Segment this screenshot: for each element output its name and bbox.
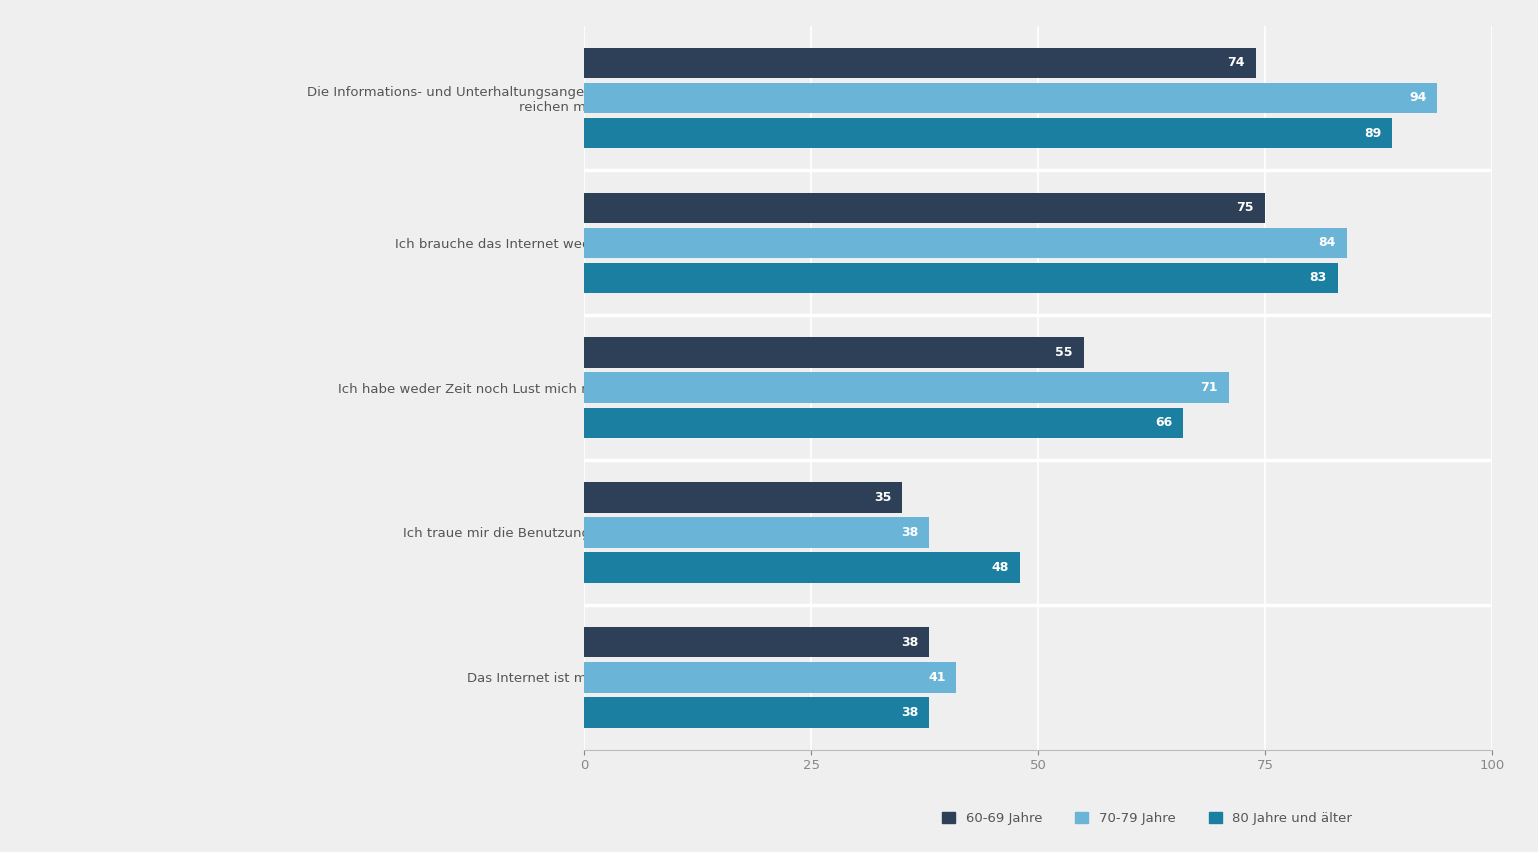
Bar <box>584 552 1020 583</box>
Text: 74: 74 <box>1227 56 1246 70</box>
Text: 94: 94 <box>1409 91 1427 105</box>
Bar <box>584 337 1083 368</box>
Text: 71: 71 <box>1200 381 1218 394</box>
Bar <box>584 262 1338 293</box>
Bar <box>584 48 1257 78</box>
Text: 83: 83 <box>1309 271 1327 285</box>
Text: 55: 55 <box>1055 346 1072 360</box>
Text: 35: 35 <box>874 491 891 504</box>
Text: 84: 84 <box>1318 236 1337 250</box>
Text: 89: 89 <box>1364 126 1381 140</box>
Legend: 60-69 Jahre, 70-79 Jahre, 80 Jahre und älter: 60-69 Jahre, 70-79 Jahre, 80 Jahre und ä… <box>937 807 1358 831</box>
Bar <box>584 482 901 513</box>
Text: 38: 38 <box>901 526 918 539</box>
Text: 38: 38 <box>901 636 918 649</box>
Bar <box>584 118 1392 148</box>
Bar <box>584 697 929 728</box>
Bar <box>584 372 1229 403</box>
Text: 38: 38 <box>901 705 918 719</box>
Bar <box>584 407 1183 438</box>
Text: 41: 41 <box>927 671 946 684</box>
Text: 75: 75 <box>1237 201 1253 215</box>
Text: 48: 48 <box>992 561 1009 574</box>
Bar <box>584 517 929 548</box>
Bar <box>584 627 929 658</box>
Bar <box>584 83 1438 113</box>
Bar <box>584 662 957 693</box>
Text: 66: 66 <box>1155 416 1172 429</box>
Bar <box>584 193 1266 223</box>
Bar <box>584 227 1347 258</box>
